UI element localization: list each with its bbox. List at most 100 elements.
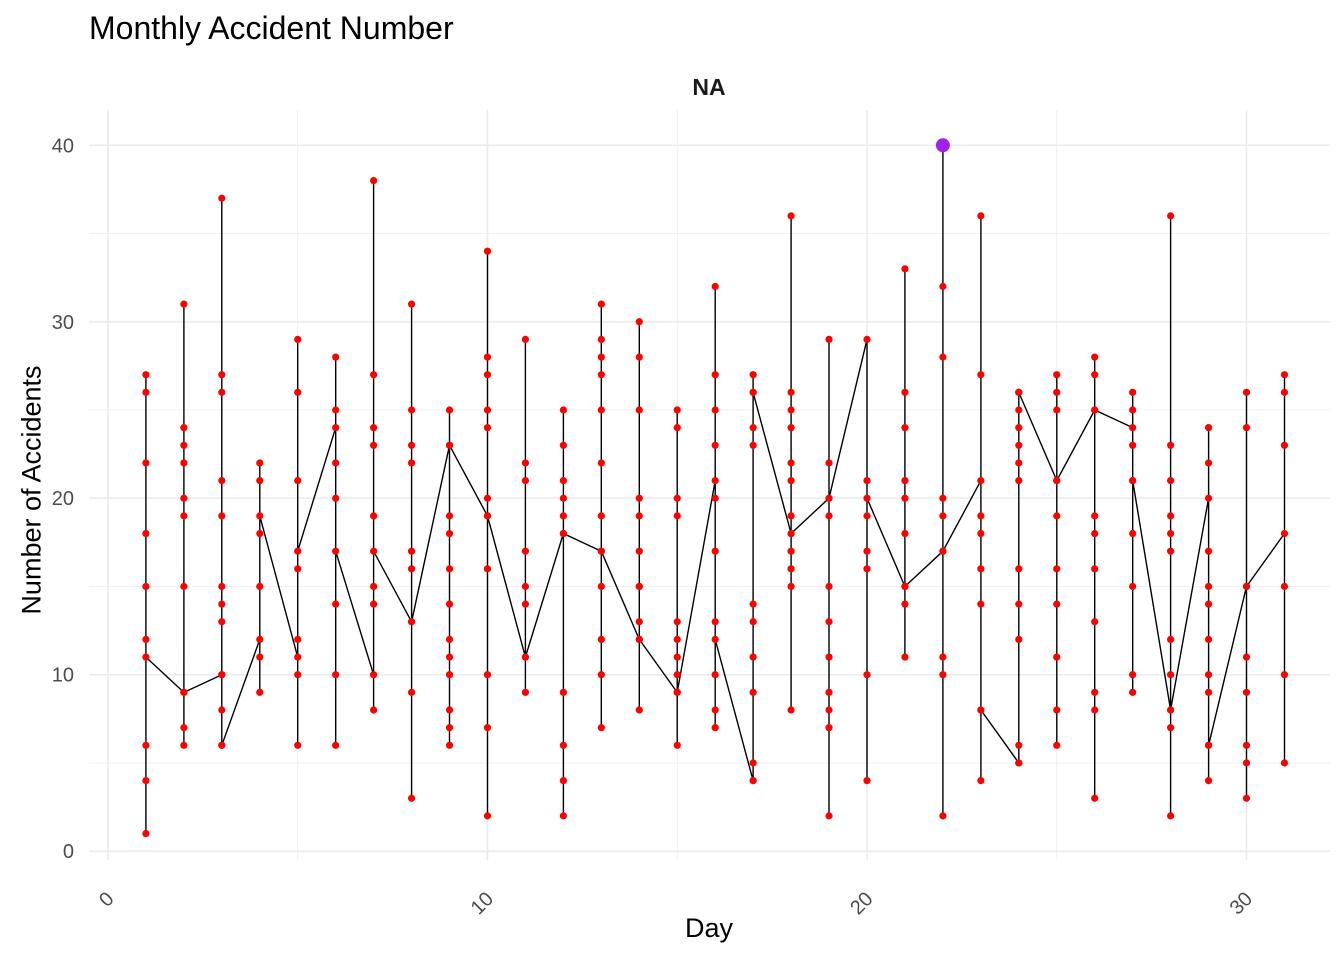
data-point	[483, 812, 492, 820]
data-point	[635, 582, 643, 591]
data-point	[635, 353, 643, 361]
data-point	[559, 476, 567, 485]
data-point	[1129, 688, 1137, 696]
data-point	[1015, 424, 1023, 432]
data-point	[256, 653, 264, 661]
data-point	[256, 582, 264, 591]
x-axis-label: Day	[684, 913, 733, 943]
data-point	[977, 476, 985, 485]
data-point	[407, 459, 416, 467]
data-point	[901, 600, 909, 608]
series-line	[145, 144, 1286, 835]
grid	[89, 110, 1330, 860]
data-point	[483, 565, 492, 573]
data-point	[825, 335, 833, 344]
data-point	[939, 494, 947, 502]
x-tick-label: 30	[1226, 888, 1257, 919]
data-point	[1242, 794, 1251, 802]
data-point	[483, 424, 492, 432]
data-point	[1167, 441, 1175, 449]
data-point	[445, 441, 454, 449]
data-point	[180, 300, 188, 308]
data-point	[1053, 741, 1061, 749]
data-point	[559, 688, 567, 696]
y-tick-label: 20	[52, 488, 74, 510]
data-point	[1167, 812, 1175, 820]
data-point	[407, 794, 416, 802]
data-point	[863, 476, 871, 485]
data-marks	[142, 138, 1289, 838]
data-point	[635, 618, 643, 626]
data-point	[445, 600, 454, 608]
data-point	[1015, 565, 1023, 573]
data-point	[749, 759, 757, 767]
data-point	[673, 635, 681, 644]
data-point	[1242, 388, 1251, 396]
data-point	[825, 512, 833, 520]
data-point	[673, 406, 681, 414]
data-point	[142, 635, 150, 644]
data-point	[521, 459, 530, 467]
data-point	[901, 476, 909, 485]
data-point	[711, 671, 719, 679]
data-point	[673, 424, 681, 432]
data-point	[559, 776, 567, 785]
data-point	[407, 441, 416, 449]
y-tick-label: 30	[52, 312, 74, 334]
data-point	[901, 582, 909, 591]
data-point	[218, 582, 226, 591]
y-tick-label: 0	[63, 841, 74, 863]
data-point	[407, 688, 416, 696]
x-tick-label: 20	[846, 888, 877, 919]
data-point	[673, 671, 681, 679]
data-point	[445, 406, 454, 414]
data-point	[559, 512, 567, 520]
data-point	[332, 459, 340, 467]
data-point	[1091, 565, 1099, 573]
data-point	[977, 706, 985, 714]
data-point	[483, 406, 492, 414]
data-point	[825, 618, 833, 626]
data-point	[597, 335, 605, 344]
data-point	[521, 582, 530, 591]
data-point	[218, 388, 226, 396]
data-point	[1167, 512, 1175, 520]
chart-title: Monthly Accident Number	[89, 10, 454, 46]
data-point	[673, 618, 681, 626]
data-point	[1280, 371, 1289, 379]
data-point	[1280, 582, 1289, 591]
data-point	[1015, 476, 1023, 485]
data-point	[483, 724, 492, 732]
data-point	[825, 688, 833, 696]
data-point	[1053, 565, 1061, 573]
data-point	[256, 529, 264, 538]
data-point	[939, 282, 947, 291]
data-point	[332, 406, 340, 414]
data-point	[1204, 547, 1213, 555]
data-point	[711, 371, 719, 379]
data-point	[559, 406, 567, 414]
data-point	[1091, 794, 1099, 802]
data-point	[635, 494, 643, 502]
data-point	[370, 424, 378, 432]
data-point	[1204, 459, 1213, 467]
data-point	[597, 371, 605, 379]
data-point	[294, 741, 302, 749]
data-point	[1091, 353, 1099, 361]
data-point	[787, 529, 795, 538]
data-point	[483, 494, 492, 502]
data-point	[445, 565, 454, 573]
data-point	[445, 706, 454, 714]
data-point	[597, 459, 605, 467]
data-point	[1204, 776, 1213, 785]
data-point	[1129, 424, 1137, 432]
data-point	[863, 547, 871, 555]
data-point	[256, 635, 264, 644]
data-point	[407, 565, 416, 573]
data-point	[787, 582, 795, 591]
data-point	[1242, 759, 1251, 767]
data-point	[218, 741, 226, 749]
data-point	[673, 512, 681, 520]
data-point	[1204, 582, 1213, 591]
data-point	[445, 741, 454, 749]
